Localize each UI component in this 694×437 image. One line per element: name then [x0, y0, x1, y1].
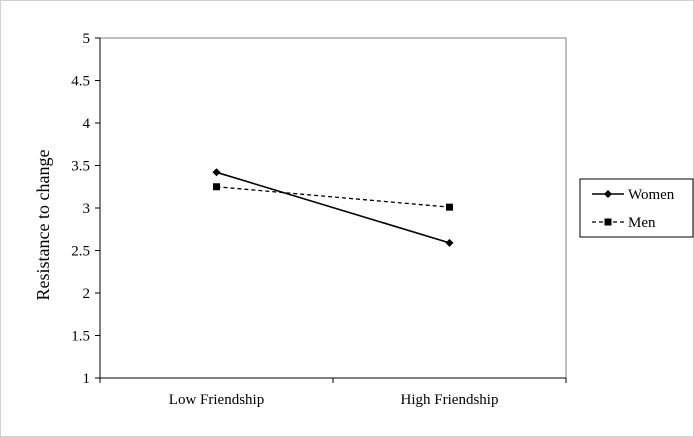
data-point-men-0 [213, 183, 220, 191]
y-tick-label: 2 [83, 286, 91, 302]
series-women [212, 168, 454, 247]
legend-marker-women [604, 190, 612, 198]
data-point-men-1 [446, 203, 453, 211]
y-tick-label: 4 [83, 116, 91, 132]
y-tick-label: 1 [83, 371, 91, 387]
legend-marker-men [604, 218, 612, 226]
y-tick-label: 4.5 [71, 74, 90, 90]
y-tick-label: 3.5 [71, 159, 90, 175]
y-axis-title: Resistance to change [33, 150, 53, 301]
data-point-women-1 [445, 238, 454, 247]
legend: Women Men [579, 178, 694, 238]
series-layer [212, 168, 454, 247]
y-tick-label: 1.5 [71, 329, 90, 345]
y-tick-label: 3 [83, 201, 91, 217]
y-tick-label: 5 [83, 31, 91, 47]
series-men [213, 183, 453, 211]
series-line-women [216, 171, 450, 244]
legend-box [579, 178, 694, 238]
legend-label-women: Women [628, 187, 675, 203]
legend-label-men: Men [628, 215, 656, 231]
x-tick-label: High Friendship [401, 392, 499, 408]
axes: 1 1.5 2 2.5 3 3.5 4 4.5 5 Low Friendship High Frie… [71, 31, 567, 408]
y-tick-label: 2.5 [71, 244, 90, 260]
series-line-men [216, 186, 450, 208]
x-tick-label: Low Friendship [169, 392, 264, 408]
data-point-women-0 [212, 168, 221, 177]
